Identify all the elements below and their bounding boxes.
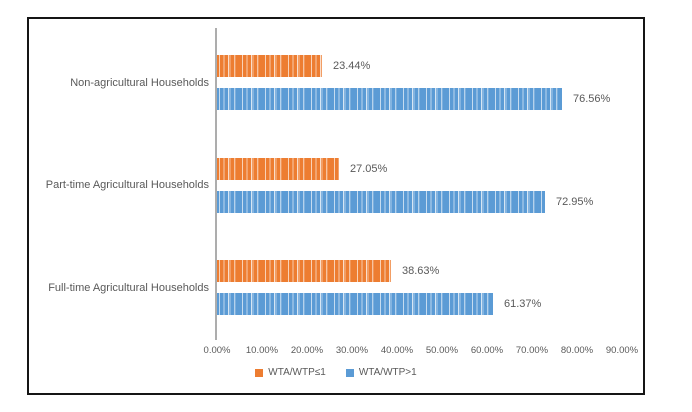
- x-axis-tick-label: 60.00%: [470, 345, 504, 356]
- x-axis-tick-label: 10.00%: [245, 345, 279, 356]
- bar-wta-wtp-le1: [217, 157, 339, 180]
- bar-wta-wtp-gt1: [217, 190, 545, 213]
- x-axis-tick-label: 20.00%: [290, 345, 324, 356]
- data-label: 38.63%: [402, 265, 440, 277]
- x-axis-tick-label: 70.00%: [515, 345, 549, 356]
- x-axis-tick-label: 80.00%: [560, 345, 594, 356]
- data-label: 72.95%: [556, 195, 594, 208]
- category-label: Part-time Agricultural Households: [45, 179, 209, 191]
- bar-wta-wtp-le1: [217, 55, 322, 77]
- legend-label: WTA/WTP≤1: [268, 367, 326, 378]
- x-axis-tick-label: 90.00%: [605, 345, 639, 356]
- bar-wta-wtp-gt1: [217, 293, 493, 315]
- legend-item: WTA/WTP>1: [345, 367, 417, 378]
- category-label: Non-agricultural Households: [70, 76, 209, 89]
- category-label: Full-time Agricultural Households: [48, 281, 209, 294]
- legend-item: WTA/WTP≤1: [255, 367, 326, 378]
- data-label: 76.56%: [573, 93, 611, 105]
- legend: WTA/WTP≤1 WTA/WTP>1: [29, 367, 643, 378]
- y-axis-line: [215, 28, 217, 340]
- x-axis-tick-label: 50.00%: [425, 345, 459, 356]
- data-label: 23.44%: [333, 60, 371, 72]
- data-label: 61.37%: [504, 298, 542, 310]
- data-label: 27.05%: [350, 162, 388, 175]
- x-axis-tick-label: 40.00%: [380, 345, 414, 356]
- chart-frame: Non-agricultural Households Part-time Agr…: [27, 17, 645, 395]
- bar-wta-wtp-gt1: [217, 88, 562, 110]
- x-axis-tick-label: 0.00%: [203, 345, 231, 356]
- legend-swatch-icon: [255, 368, 264, 377]
- legend-label: WTA/WTP>1: [358, 367, 417, 378]
- x-axis-tick-label: 30.00%: [335, 345, 369, 356]
- legend-swatch-icon: [345, 368, 354, 377]
- bar-wta-wtp-le1: [217, 260, 391, 282]
